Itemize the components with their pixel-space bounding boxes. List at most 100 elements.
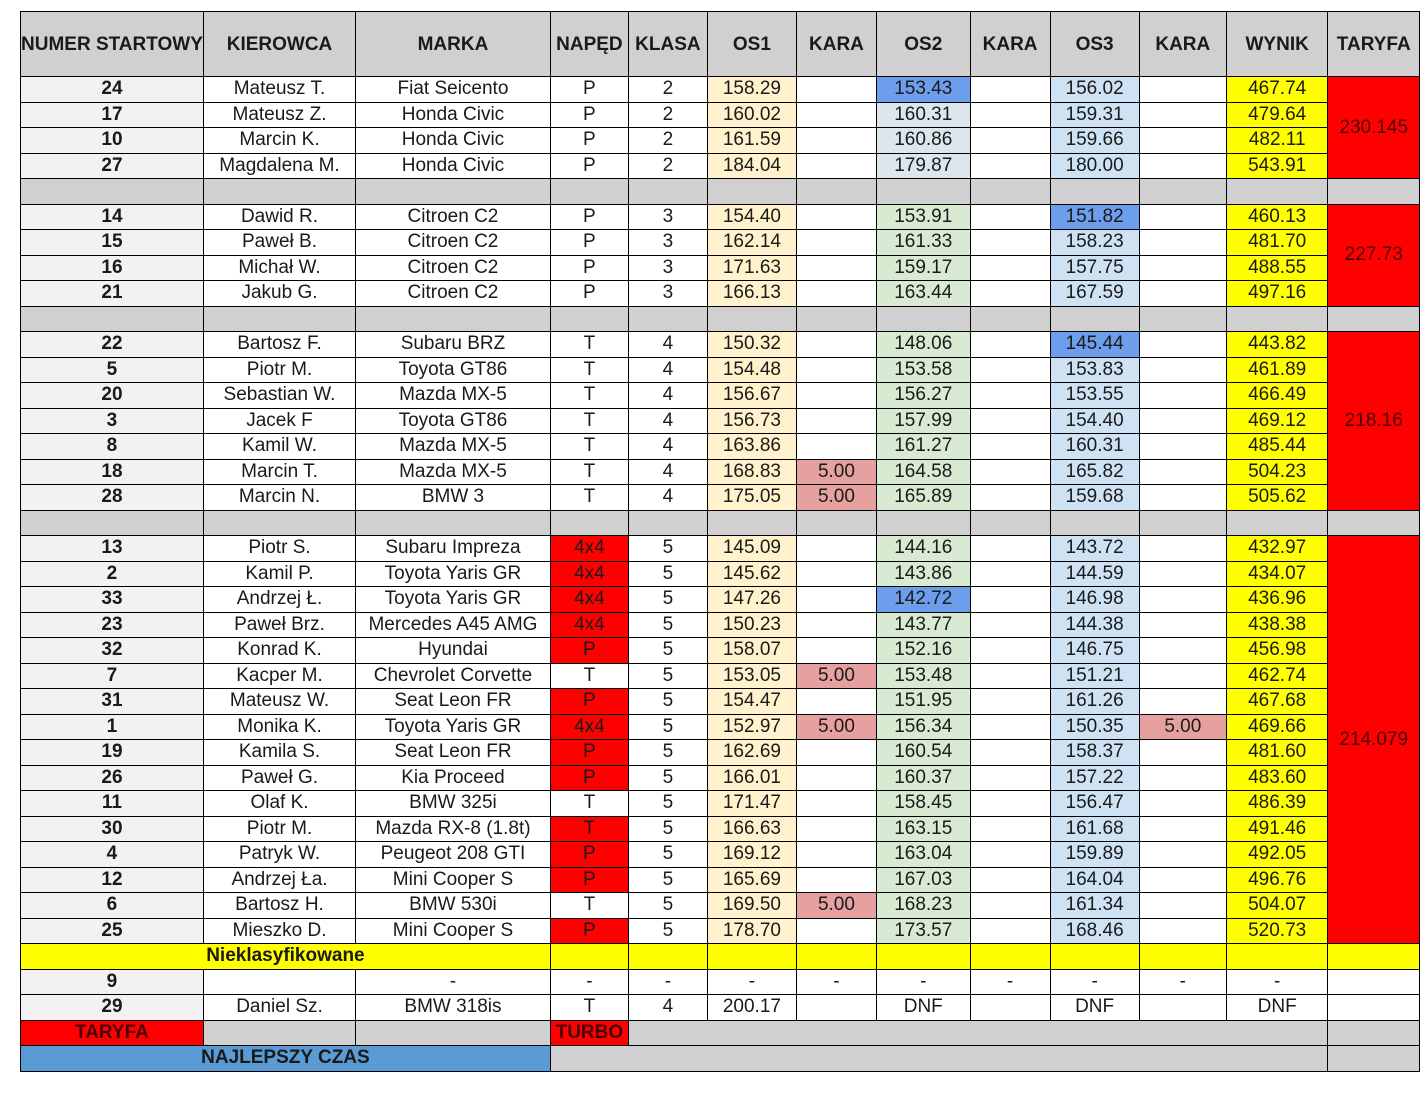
os1-time: 158.07 [706, 637, 798, 664]
total-result: 467.68 [1225, 688, 1329, 715]
class: 5 [627, 662, 708, 689]
os3-penalty [1138, 254, 1227, 281]
car-make: Toyota GT86 [355, 407, 551, 434]
os1-time: 162.69 [706, 739, 798, 766]
separator-cell [627, 178, 708, 205]
os3-penalty [1138, 586, 1227, 613]
os2-time: 143.86 [875, 560, 971, 587]
drive-type: P [549, 841, 629, 868]
total-result: 504.07 [1225, 892, 1329, 919]
car-make: Honda Civic [355, 101, 551, 128]
separator-cell [20, 178, 204, 205]
os3-time: 159.31 [1049, 101, 1140, 128]
column-header: KIEROWCA [202, 11, 357, 77]
start-number: 17 [20, 101, 204, 128]
class: 2 [627, 101, 708, 128]
os2-time: 153.48 [875, 662, 971, 689]
car-make: BMW 3 [355, 484, 551, 511]
table-row: 11 Olaf K. BMW 325i T 5 171.47 158.45 156.47 486… [20, 790, 1420, 817]
start-number: 4 [20, 841, 204, 868]
separator-cell [1225, 178, 1329, 205]
os2-penalty [969, 994, 1051, 1021]
column-header: WYNIK [1225, 11, 1329, 77]
os3-penalty [1138, 433, 1227, 460]
total-result: - [1225, 968, 1329, 995]
legend-cell [1327, 1019, 1420, 1046]
start-number: 3 [20, 407, 204, 434]
os1-time: - [706, 968, 798, 995]
os2-time: 165.89 [875, 484, 971, 511]
os2-time: 144.16 [875, 535, 971, 562]
unclassified-header-cell [1225, 943, 1329, 970]
driver-name: Andrzej Ł. [202, 586, 357, 613]
os1-penalty: 5.00 [796, 662, 877, 689]
os1-penalty: - [796, 968, 877, 995]
total-result: 469.66 [1225, 713, 1329, 740]
drive-type: 4x4 [549, 611, 629, 638]
total-result: 491.46 [1225, 815, 1329, 842]
car-make: - [355, 968, 551, 995]
start-number: 22 [20, 331, 204, 358]
os2-time: 156.34 [875, 713, 971, 740]
class: 4 [627, 382, 708, 409]
class: 5 [627, 713, 708, 740]
os2-penalty [969, 662, 1051, 689]
os3-time: 154.40 [1049, 407, 1140, 434]
driver-name [202, 968, 357, 995]
os3-penalty [1138, 152, 1227, 179]
drive-type: - [549, 968, 629, 995]
os2-time: 143.77 [875, 611, 971, 638]
table-row: 33 Andrzej Ł. Toyota Yaris GR 4x4 5 147.26 142… [20, 586, 1420, 613]
separator-cell [1225, 509, 1329, 536]
class-tariff: 214.079 [1327, 535, 1420, 944]
start-number: 21 [20, 280, 204, 307]
class: 3 [627, 203, 708, 230]
table-row: 31 Mateusz W. Seat Leon FR P 5 154.47 151.95 16… [20, 688, 1420, 715]
table-row: 4 Patryk W. Peugeot 208 GTI P 5 169.12 163.04 1… [20, 841, 1420, 868]
os3-penalty [1138, 688, 1227, 715]
os1-time: 168.83 [706, 458, 798, 485]
os2-penalty [969, 790, 1051, 817]
class-tariff: 230.145 [1327, 76, 1420, 179]
separator-cell [1327, 305, 1420, 332]
drive-type: P [549, 203, 629, 230]
os3-penalty [1138, 790, 1227, 817]
class: 5 [627, 917, 708, 944]
total-result: 481.60 [1225, 739, 1329, 766]
class: 4 [627, 356, 708, 383]
os3-time: 145.44 [1049, 331, 1140, 358]
driver-name: Piotr M. [202, 815, 357, 842]
separator-cell [202, 305, 357, 332]
table-row: 6 Bartosz H. BMW 530i T 5 169.50 5.00 168.23 161… [20, 892, 1420, 919]
car-make: Citroen C2 [355, 280, 551, 307]
separator-cell [969, 509, 1051, 536]
start-number: 29 [20, 994, 204, 1021]
os1-penalty [796, 586, 877, 613]
os2-penalty [969, 892, 1051, 919]
table-row: 14 Dawid R. Citroen C2 P 3 154.40 153.91 151.82… [20, 203, 1420, 307]
os3-penalty: 5.00 [1138, 713, 1227, 740]
os3-penalty [1138, 892, 1227, 919]
driver-name: Piotr S. [202, 535, 357, 562]
os1-penalty [796, 560, 877, 587]
start-number: 16 [20, 254, 204, 281]
os3-time: 157.75 [1049, 254, 1140, 281]
total-result: 483.60 [1225, 764, 1329, 791]
class: 4 [627, 994, 708, 1021]
os3-time: 143.72 [1049, 535, 1140, 562]
separator-cell [202, 509, 357, 536]
class: 4 [627, 407, 708, 434]
drive-type: T [549, 815, 629, 842]
driver-name: Paweł Brz. [202, 611, 357, 638]
table-row: 3 Jacek F Toyota GT86 T 4 156.73 157.99 154.40 4… [20, 407, 1420, 434]
total-result: 488.55 [1225, 254, 1329, 281]
os3-time: 157.22 [1049, 764, 1140, 791]
drive-type: T [549, 484, 629, 511]
separator-cell [1138, 178, 1227, 205]
os3-time: 144.59 [1049, 560, 1140, 587]
start-number: 18 [20, 458, 204, 485]
car-make: Seat Leon FR [355, 739, 551, 766]
driver-name: Piotr M. [202, 356, 357, 383]
total-result: 438.38 [1225, 611, 1329, 638]
os2-penalty [969, 637, 1051, 664]
